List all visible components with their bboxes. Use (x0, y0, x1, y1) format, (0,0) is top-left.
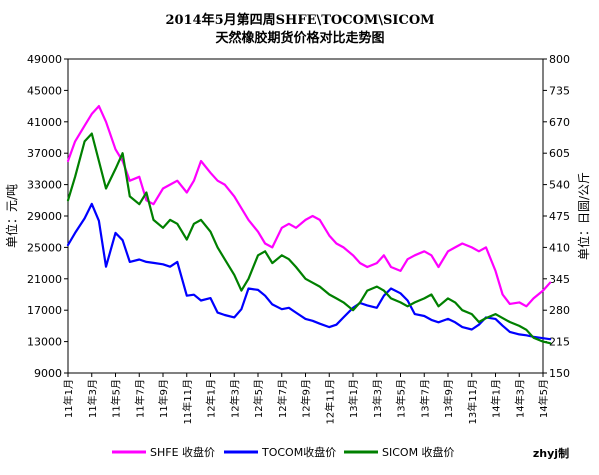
y-left-tick-label: 33000 (27, 179, 62, 192)
y-left-tick-label: 41000 (27, 116, 62, 129)
x-tick-label: 13年5月 (395, 379, 408, 418)
y-left-tick-label: 49000 (27, 53, 62, 66)
series-line-1 (66, 202, 552, 341)
y-right-tick-label: 475 (549, 210, 570, 223)
y-right-tick-label: 215 (549, 336, 570, 349)
x-tick-label: 13年7月 (418, 379, 431, 418)
x-tick-label: 14年3月 (513, 379, 526, 418)
y-right-tick-label: 345 (549, 273, 570, 286)
series-line-2 (66, 132, 552, 345)
legend-label: SHFE 收盘价 (150, 445, 215, 459)
x-tick-label: 13年9月 (442, 379, 455, 418)
y-left-tick-label: 17000 (27, 304, 62, 317)
x-tick-label: 11年9月 (157, 379, 170, 418)
series-line-0 (66, 104, 552, 308)
y-right-tick-label: 540 (549, 179, 570, 192)
x-tick-label: 13年11月 (466, 379, 479, 424)
y-left-tick-label: 37000 (27, 147, 62, 160)
y-right-tick-label: 280 (549, 304, 570, 317)
x-axis: 11年1月 11年3月 11年5月 11年7月 11年9月 11年11月 12年1月 12年3… (62, 373, 550, 424)
y-right-tick-label: 800 (549, 53, 570, 66)
legend-label: SICOM 收盘价 (382, 445, 455, 459)
y-left-tick-label: 45000 (27, 84, 62, 97)
y-left-tick-label: 9000 (34, 367, 62, 380)
legend: SHFE 收盘价 TOCOM收盘价 SICOM 收盘价 (112, 445, 455, 459)
credit-text: zhyj制 (533, 446, 569, 460)
x-tick-label: 11年5月 (110, 379, 123, 418)
y-right-tick-label: 605 (549, 147, 570, 160)
y-right-tick-label: 410 (549, 241, 570, 254)
y-left-tick-label: 29000 (27, 210, 62, 223)
chart-title: 2014年5月第四周SHFE\TOCOM\SICOM (165, 12, 434, 28)
y-axis-right-label: 单位：日圆/公斤 (576, 172, 591, 260)
y-axis-right: 150 215 280 345 410 475 540 605 670 735 800 (543, 53, 570, 380)
y-axis-left-label: 单位：元/吨 (4, 184, 19, 248)
chart-subtitle: 天然橡胶期货价格对比走势图 (215, 30, 384, 46)
y-left-tick-label: 21000 (27, 273, 62, 286)
plot-frame (67, 58, 544, 374)
y-right-tick-label: 735 (549, 84, 570, 97)
x-tick-label: 11年7月 (133, 379, 146, 418)
x-tick-label: 12年7月 (276, 379, 289, 418)
y-left-tick-label: 25000 (27, 241, 62, 254)
x-tick-label: 12年1月 (205, 379, 218, 418)
series-layer (66, 104, 552, 345)
x-tick-label: 12年11月 (323, 379, 336, 424)
x-tick-label: 11年3月 (86, 379, 99, 418)
x-tick-label: 11年1月 (62, 379, 75, 418)
x-tick-label: 12年3月 (228, 379, 241, 418)
x-tick-label: 13年1月 (347, 379, 360, 418)
x-tick-label: 12年5月 (252, 379, 265, 418)
y-right-tick-label: 670 (549, 116, 570, 129)
x-tick-label: 13年3月 (371, 379, 384, 418)
x-tick-label: 14年5月 (537, 379, 550, 418)
y-right-tick-label: 150 (549, 367, 570, 380)
x-tick-label: 11年11月 (181, 379, 194, 424)
y-left-tick-label: 13000 (27, 336, 62, 349)
x-tick-label: 14年1月 (490, 379, 503, 418)
x-tick-label: 12年9月 (300, 379, 313, 418)
y-axis-left: 9000 13000 17000 21000 25000 29000 33000 37000 4… (27, 53, 68, 380)
legend-label: TOCOM收盘价 (261, 445, 336, 459)
